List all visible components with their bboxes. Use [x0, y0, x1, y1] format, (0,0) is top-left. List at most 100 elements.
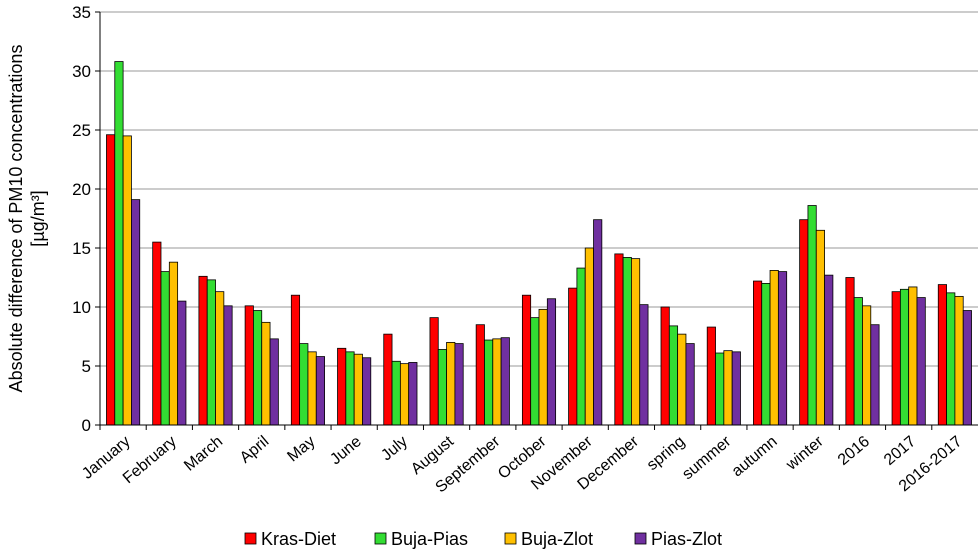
bar	[299, 343, 309, 426]
bar	[484, 339, 494, 426]
bar	[962, 310, 972, 426]
bar	[891, 291, 901, 426]
bar	[614, 253, 624, 426]
bar	[815, 229, 825, 426]
legend-swatch	[374, 532, 387, 545]
bar	[244, 305, 254, 426]
bar	[454, 343, 464, 426]
bar	[168, 261, 179, 426]
bar	[206, 279, 216, 426]
bar	[908, 286, 918, 426]
bar	[399, 363, 410, 426]
legend-swatch	[634, 532, 647, 545]
bar	[538, 308, 548, 426]
bar	[114, 61, 124, 426]
bar	[492, 338, 502, 426]
bar	[706, 326, 716, 426]
bar	[769, 270, 779, 426]
bar	[160, 271, 170, 426]
bar	[261, 321, 271, 426]
bar	[437, 349, 447, 426]
y-tick-label: 15	[72, 239, 91, 258]
bar	[807, 205, 817, 426]
y-axis-label: Absolute difference of PM10 concentratio…	[6, 45, 26, 393]
bar	[475, 324, 485, 426]
x-tick-label: summer	[679, 433, 735, 484]
bar	[429, 317, 439, 426]
legend-label: Kras-Diet	[261, 529, 336, 549]
x-tick-label: March	[181, 433, 226, 475]
bar	[152, 241, 162, 426]
bar	[131, 199, 141, 426]
bar	[584, 247, 594, 426]
x-tick-label: winter	[782, 433, 827, 475]
legend-swatch	[504, 532, 517, 545]
bar	[198, 275, 208, 426]
legend-label: Pias-Zlot	[651, 529, 722, 549]
y-axis-label: [µg/m³]	[28, 190, 48, 246]
legend-swatch	[244, 532, 257, 545]
x-tick-label: May	[284, 433, 318, 465]
bar	[530, 317, 540, 426]
bar	[853, 297, 863, 426]
bar	[177, 300, 187, 426]
bar	[753, 280, 763, 426]
y-tick-label: 25	[72, 121, 91, 140]
legend-label: Buja-Zlot	[521, 529, 593, 549]
bar	[946, 292, 956, 426]
y-tick-label: 35	[72, 3, 91, 22]
y-tick-label: 5	[82, 357, 91, 376]
bar	[521, 294, 532, 426]
bar	[862, 305, 872, 426]
bar	[408, 362, 418, 426]
bar	[290, 294, 301, 426]
legend-label: Buja-Pias	[391, 529, 468, 549]
x-tick-label: 2017	[881, 433, 919, 469]
bar	[568, 287, 578, 426]
bar	[723, 350, 733, 426]
bar	[777, 271, 788, 426]
bar	[660, 306, 670, 426]
bar	[799, 219, 809, 426]
x-tick-label: autumn	[729, 433, 781, 480]
x-tick-label: April	[237, 433, 272, 467]
bar	[345, 351, 355, 426]
bar	[315, 356, 325, 426]
bar	[223, 305, 233, 426]
bar	[937, 284, 947, 426]
bar	[761, 282, 771, 426]
bar	[916, 297, 926, 426]
bar	[639, 304, 649, 426]
bar	[899, 288, 910, 426]
bar	[677, 333, 687, 426]
bar	[353, 353, 363, 426]
bar	[954, 295, 964, 426]
bar	[631, 258, 641, 426]
bar	[391, 360, 401, 426]
bar	[685, 343, 695, 426]
bar	[269, 338, 279, 426]
bar	[446, 341, 456, 426]
bar	[500, 337, 510, 426]
bar	[622, 257, 632, 426]
bar	[668, 325, 679, 426]
x-tick-label: July	[378, 433, 411, 464]
bar	[307, 351, 317, 426]
bar	[845, 277, 855, 426]
x-tick-label: June	[327, 433, 365, 468]
bar	[715, 352, 725, 426]
y-tick-label: 30	[72, 62, 91, 81]
bar	[576, 267, 586, 426]
bar	[362, 357, 372, 426]
bar	[383, 333, 393, 426]
bar	[122, 135, 132, 426]
bar	[731, 351, 741, 426]
bar	[215, 291, 225, 426]
bar	[593, 219, 603, 426]
bar	[253, 310, 263, 426]
bar	[546, 298, 557, 426]
y-tick-label: 20	[72, 180, 91, 199]
bar	[106, 134, 116, 426]
bar	[337, 347, 347, 426]
